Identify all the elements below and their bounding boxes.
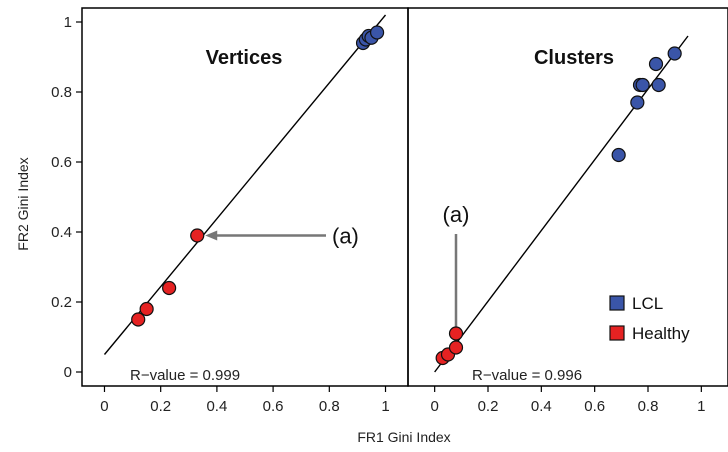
y-tick-label: 0.4	[51, 224, 72, 241]
legend-label-healthy: Healthy	[632, 324, 690, 343]
x-axis-title: FR1 Gini Index	[357, 429, 450, 445]
point-lcl	[630, 95, 645, 110]
point-healthy	[162, 280, 177, 296]
panel-clusters: 0 0.2 0.4 0.6 0.8 1 Clusters R−value = 0.996 (a)	[407, 7, 728, 415]
r-value-label: R−value = 0.996	[472, 367, 582, 384]
y-tick-label: 0.6	[51, 154, 72, 171]
legend-swatch-lcl	[609, 295, 625, 311]
panel-vertices: 0 0.2 0.4 0.6 0.8 1 0 0.2 0.4 0.6 0.8 1 Vertices R−va…	[51, 7, 409, 415]
annotation-label: (a)	[332, 224, 359, 249]
y-tick-label: 0	[64, 364, 72, 381]
point-healthy	[139, 301, 154, 317]
y-tick-label: 0.8	[51, 84, 72, 101]
x-tick-label: 0	[100, 398, 108, 415]
panel-title: Vertices	[206, 47, 283, 69]
point-healthy	[448, 326, 464, 341]
x-tick-label: 0.2	[478, 398, 499, 415]
x-tick-label: 1	[381, 398, 389, 415]
point-lcl	[667, 46, 682, 61]
point-lcl	[611, 147, 626, 163]
point-lcl	[369, 25, 385, 40]
x-tick-label: 0.6	[263, 398, 284, 415]
x-tick-label: 0.2	[150, 398, 171, 415]
legend-label-lcl: LCL	[632, 294, 663, 313]
panel-frame	[407, 7, 728, 387]
point-healthy	[190, 228, 205, 243]
point-healthy	[131, 312, 146, 327]
x-tick-label: 0.8	[638, 398, 659, 415]
point-lcl	[648, 56, 664, 72]
y-tick-label: 0.2	[51, 294, 72, 311]
y-axis-title: FR2 Gini Index	[15, 157, 31, 250]
fit-line	[103, 14, 387, 355]
x-tick-label: 0	[430, 398, 438, 415]
x-tick-label: 1	[697, 398, 705, 415]
x-tick-label: 0.4	[531, 398, 552, 415]
point-healthy	[448, 340, 464, 355]
legend-swatch-healthy	[609, 325, 625, 341]
y-tick-label: 1	[64, 14, 72, 31]
point-lcl	[651, 77, 666, 93]
panel-title: Clusters	[534, 47, 614, 69]
legend: LCL Healthy	[609, 294, 690, 343]
fit-line	[434, 35, 689, 373]
point-lcl	[635, 77, 650, 93]
annotation-label: (a)	[443, 202, 470, 227]
annotation-arrow-head	[205, 230, 218, 241]
x-tick-label: 0.6	[584, 398, 605, 415]
r-value-label: R−value = 0.999	[130, 367, 240, 384]
x-tick-label: 0.8	[319, 398, 340, 415]
x-tick-label: 0.4	[206, 398, 227, 415]
